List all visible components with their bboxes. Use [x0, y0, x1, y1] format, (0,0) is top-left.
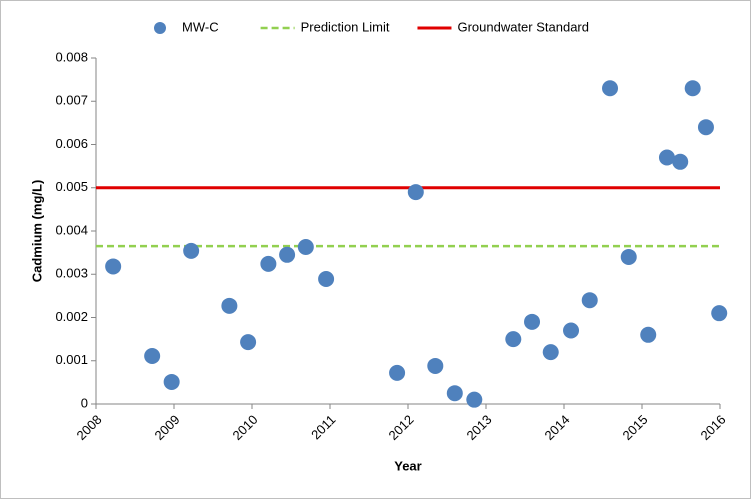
data-point	[446, 385, 463, 402]
data-point	[697, 119, 714, 136]
data-point	[602, 80, 619, 97]
y-tick-label: 0.006	[55, 136, 88, 151]
x-axis-title: Year	[394, 458, 421, 473]
data-point	[389, 364, 406, 381]
data-point	[542, 344, 559, 361]
data-point	[581, 292, 598, 309]
data-point	[427, 357, 444, 374]
data-point	[658, 149, 675, 166]
data-point	[407, 184, 424, 201]
legend-marker	[154, 22, 166, 34]
data-point	[279, 246, 296, 263]
y-tick-label: 0.007	[55, 93, 88, 108]
data-point	[524, 313, 541, 330]
data-point	[466, 391, 483, 408]
y-tick-label: 0.004	[55, 222, 88, 237]
y-tick-label: 0.005	[55, 179, 88, 194]
data-point	[620, 248, 637, 265]
data-point	[105, 258, 122, 275]
data-point	[163, 373, 180, 390]
y-tick-label: 0.003	[55, 266, 88, 281]
data-point	[260, 255, 277, 272]
legend-label: MW-C	[182, 19, 219, 34]
legend-label: Groundwater Standard	[457, 19, 589, 34]
data-point	[711, 305, 728, 322]
y-axis-title: Cadmium (mg/L)	[29, 180, 44, 283]
legend-label: Prediction Limit	[301, 19, 390, 34]
data-point	[240, 334, 257, 351]
data-point	[672, 153, 689, 170]
data-point	[684, 80, 701, 97]
data-point	[505, 331, 522, 348]
data-point	[144, 347, 161, 364]
data-point	[640, 326, 657, 343]
data-point	[221, 297, 238, 314]
data-point	[183, 242, 200, 259]
y-tick-label: 0.008	[55, 49, 88, 64]
data-point	[563, 322, 580, 339]
y-tick-label: 0.001	[55, 352, 88, 367]
y-tick-label: 0.002	[55, 309, 88, 324]
data-point	[318, 271, 335, 288]
data-point	[297, 239, 314, 256]
y-tick-label: 0	[81, 395, 88, 410]
